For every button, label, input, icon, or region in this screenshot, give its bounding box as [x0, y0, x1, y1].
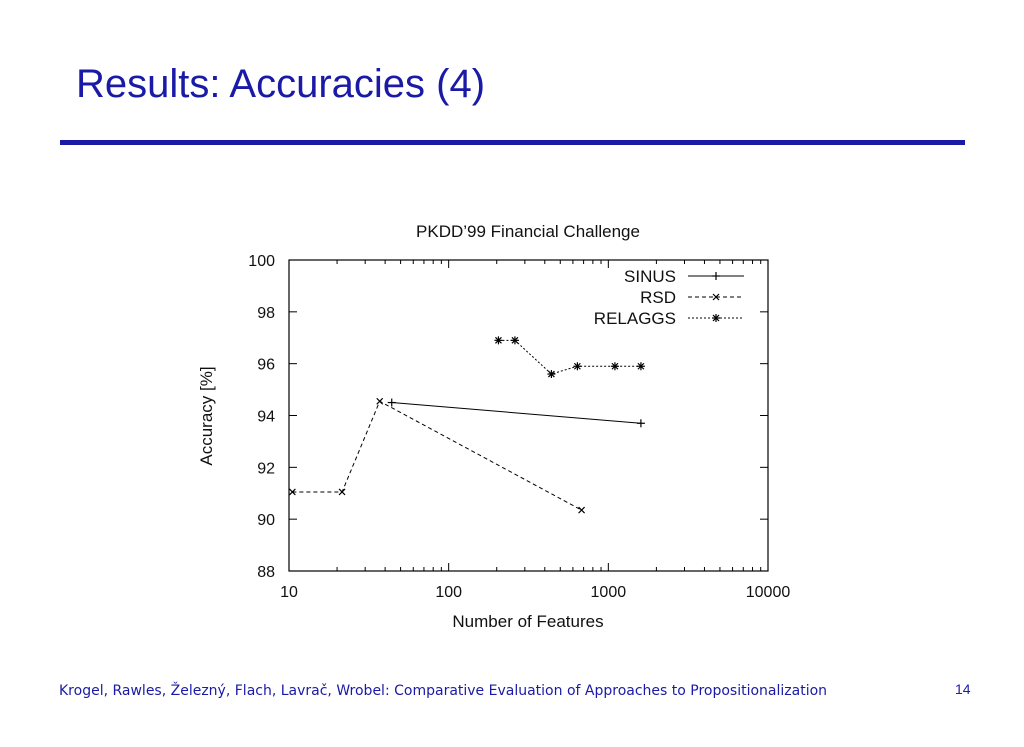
data-point-rsd — [338, 488, 346, 496]
marker-stroke — [495, 336, 502, 344]
data-point-relaggs — [547, 370, 556, 379]
marker-stroke — [573, 362, 581, 370]
x-tick-label: 10000 — [746, 584, 791, 601]
x-tick-label: 10 — [280, 584, 298, 601]
marker-stroke — [578, 506, 586, 514]
data-point-rsd — [578, 506, 586, 514]
x-axis: 10 100 1000 10000 — [280, 260, 790, 601]
marker-stroke — [288, 488, 296, 496]
legend-label-rsd: RSD — [640, 288, 676, 307]
legend-label-relaggs: RELAGGS — [594, 309, 676, 328]
page-number: 14 — [955, 681, 971, 697]
marker-stroke — [338, 488, 346, 496]
chart-title: PKDD’99 Financial Challenge — [416, 222, 640, 241]
title-divider — [60, 140, 965, 145]
legend-marker-relaggs — [712, 314, 720, 322]
marker-stroke — [712, 314, 720, 322]
legend-marker-sinus — [712, 272, 720, 280]
y-tick-label: 88 — [257, 564, 275, 581]
data-point-relaggs — [494, 336, 503, 345]
data-point-relaggs — [636, 362, 645, 371]
data-point-relaggs — [610, 362, 619, 371]
footer-citation: Krogel, Rawles, Železný, Flach, Lavrač, … — [59, 683, 828, 699]
series-line-relaggs — [498, 339, 641, 375]
series-line-rsd — [292, 400, 582, 511]
chart-legend: SINUS RSD RELAGGS — [594, 267, 744, 328]
series-line-sinus — [391, 402, 641, 424]
marker-stroke — [712, 293, 720, 301]
marker-stroke — [611, 362, 619, 370]
x-tick-label: 100 — [435, 584, 462, 601]
plot-frame — [288, 259, 769, 572]
legend-marker-rsd — [712, 293, 720, 301]
data-point-rsd — [288, 488, 296, 496]
y-tick-label: 100 — [248, 253, 275, 270]
data-point-rsd — [376, 397, 384, 405]
legend-label-sinus: SINUS — [624, 267, 676, 286]
data-point-sinus — [387, 398, 396, 407]
y-axis-label: Accuracy [%] — [197, 366, 216, 465]
marker-stroke — [547, 370, 555, 378]
x-tick-label: 1000 — [591, 584, 627, 601]
data-point-relaggs — [510, 336, 519, 345]
x-axis-label: Number of Features — [452, 612, 603, 631]
marker-stroke — [511, 336, 519, 344]
y-tick-label: 92 — [257, 460, 275, 477]
data-point-sinus — [636, 419, 645, 428]
data-point-relaggs — [573, 362, 582, 371]
y-tick-label: 94 — [257, 409, 275, 426]
series-layer — [288, 336, 645, 514]
marker-stroke — [637, 362, 645, 370]
marker-stroke — [376, 397, 384, 405]
y-tick-label: 98 — [257, 305, 275, 322]
slide-title: Results: Accuracies (4) — [76, 62, 486, 106]
y-axis: 88 90 92 94 96 98 100 — [248, 253, 768, 581]
y-tick-label: 96 — [257, 357, 275, 374]
y-tick-label: 90 — [257, 512, 275, 529]
